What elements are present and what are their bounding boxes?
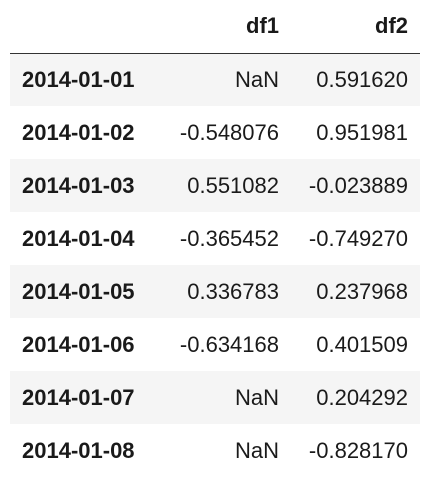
row-index: 2014-01-01	[22, 66, 135, 92]
cell-df2: 0.237968	[316, 278, 408, 304]
row-index: 2014-01-06	[22, 331, 135, 357]
column-header-df2: df2	[375, 13, 408, 39]
table-body: 2014-01-01 NaN 0.591620 2014-01-02 -0.54…	[10, 53, 420, 477]
row-index: 2014-01-03	[22, 172, 135, 198]
table-row: 2014-01-07 NaN 0.204292	[10, 371, 420, 424]
cell-df2: 0.591620	[316, 66, 408, 92]
cell-df1: -0.634168	[179, 331, 279, 357]
row-index: 2014-01-05	[22, 278, 135, 304]
row-index: 2014-01-04	[22, 225, 135, 251]
table-row: 2014-01-08 NaN -0.828170	[10, 424, 420, 477]
cell-df2: -0.828170	[308, 437, 408, 463]
cell-df2: -0.023889	[308, 172, 408, 198]
table-row: 2014-01-02 -0.548076 0.951981	[10, 106, 420, 159]
cell-df2: 0.951981	[316, 119, 408, 145]
cell-df1: -0.548076	[179, 119, 279, 145]
cell-df2: -0.749270	[308, 225, 408, 251]
row-index: 2014-01-02	[22, 119, 135, 145]
cell-df2: 0.204292	[316, 384, 408, 410]
table-row: 2014-01-03 0.551082 -0.023889	[10, 159, 420, 212]
table-row: 2014-01-01 NaN 0.591620	[10, 53, 420, 106]
cell-df2: 0.401509	[316, 331, 408, 357]
index-header	[10, 0, 156, 53]
header-row: df1 df2	[10, 0, 420, 53]
column-header-df1: df1	[246, 13, 279, 39]
dataframe-table: df1 df2 2014-01-01 NaN 0.591620 2014-01-…	[10, 0, 420, 477]
row-index: 2014-01-08	[22, 437, 135, 463]
cell-df1: 0.336783	[187, 278, 279, 304]
cell-df1: -0.365452	[179, 225, 279, 251]
row-index: 2014-01-07	[22, 384, 135, 410]
cell-df1: 0.551082	[187, 172, 279, 198]
cell-df1: NaN	[234, 437, 279, 463]
table-row: 2014-01-05 0.336783 0.237968	[10, 265, 420, 318]
cell-df1: NaN	[234, 66, 279, 92]
table-row: 2014-01-04 -0.365452 -0.749270	[10, 212, 420, 265]
table-row: 2014-01-06 -0.634168 0.401509	[10, 318, 420, 371]
cell-df1: NaN	[234, 384, 279, 410]
table-header: df1 df2	[10, 0, 420, 53]
